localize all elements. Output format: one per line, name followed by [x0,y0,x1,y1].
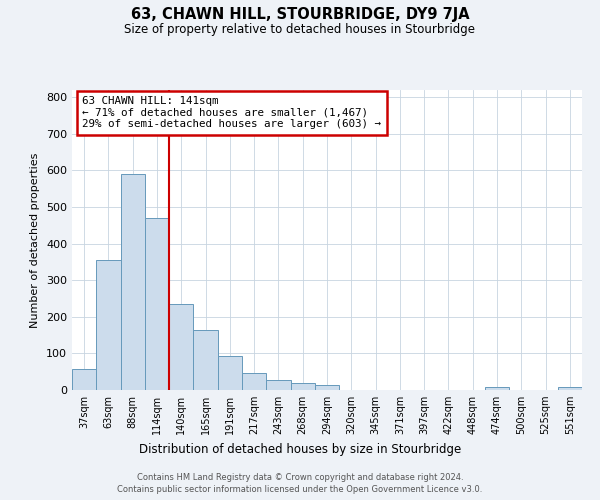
Bar [121,174,145,390]
Text: Contains HM Land Registry data © Crown copyright and database right 2024.: Contains HM Land Registry data © Crown c… [137,472,463,482]
Bar [485,388,509,390]
Bar [558,388,582,390]
Bar [218,356,242,390]
Bar [169,304,193,390]
Bar [72,369,96,390]
Text: Contains public sector information licensed under the Open Government Licence v3: Contains public sector information licen… [118,485,482,494]
Bar [242,373,266,390]
Bar [266,380,290,390]
Bar [193,330,218,390]
Text: Size of property relative to detached houses in Stourbridge: Size of property relative to detached ho… [125,22,476,36]
Text: 63, CHAWN HILL, STOURBRIDGE, DY9 7JA: 63, CHAWN HILL, STOURBRIDGE, DY9 7JA [131,8,469,22]
Bar [290,382,315,390]
Bar [145,218,169,390]
Bar [96,260,121,390]
Text: Distribution of detached houses by size in Stourbridge: Distribution of detached houses by size … [139,442,461,456]
Y-axis label: Number of detached properties: Number of detached properties [31,152,40,328]
Bar [315,385,339,390]
Text: 63 CHAWN HILL: 141sqm
← 71% of detached houses are smaller (1,467)
29% of semi-d: 63 CHAWN HILL: 141sqm ← 71% of detached … [82,96,381,129]
